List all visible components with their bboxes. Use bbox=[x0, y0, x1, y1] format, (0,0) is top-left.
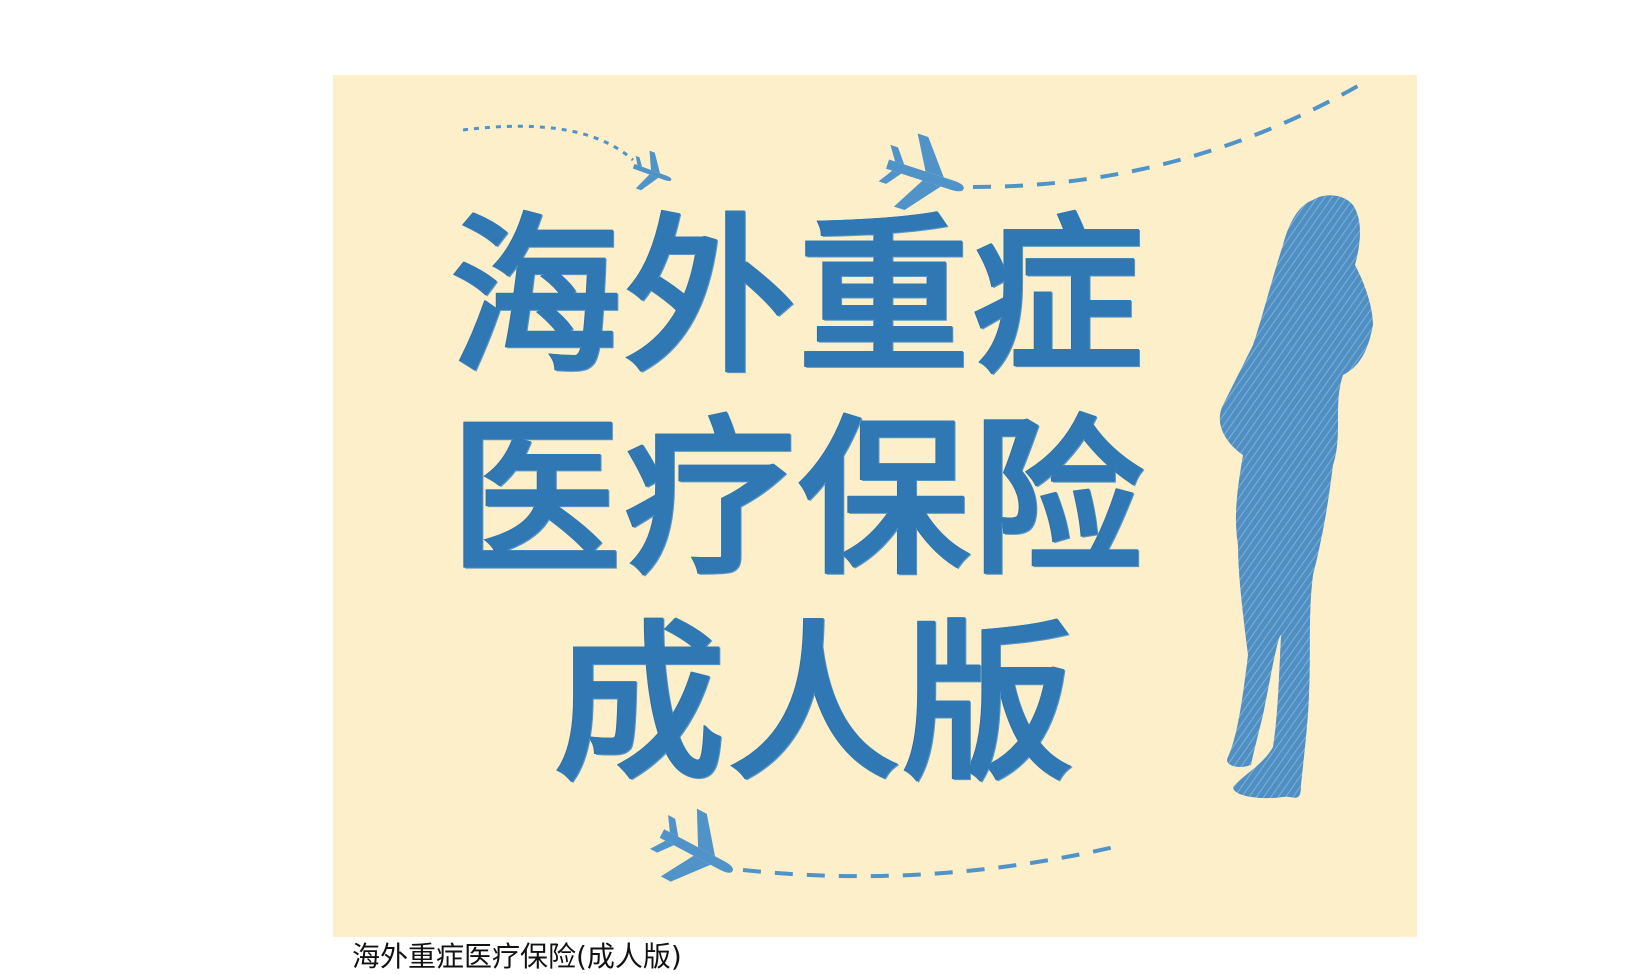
dashed-flight-path-top-right bbox=[972, 81, 1365, 189]
title-line-3: 成人版 bbox=[555, 606, 1078, 804]
airplane-icon bbox=[650, 808, 733, 882]
dashed-flight-path-bottom bbox=[742, 843, 1124, 879]
dashed-flight-path-top-left bbox=[462, 124, 635, 162]
flight-decoration bbox=[462, 81, 1373, 882]
airplane-icon bbox=[632, 150, 672, 191]
title-line-1: 海外重症 bbox=[451, 199, 1148, 397]
image-caption: 海外重症医疗保险(成人版) bbox=[352, 940, 682, 973]
airplane-icon bbox=[878, 133, 964, 211]
woman-silhouette bbox=[1219, 195, 1373, 799]
title-line-2: 医疗保险 bbox=[451, 401, 1148, 599]
insurance-banner: 海外重症 医疗保险 成人版 bbox=[333, 75, 1417, 937]
